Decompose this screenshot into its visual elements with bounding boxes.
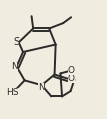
- Text: O: O: [68, 74, 75, 83]
- Text: N: N: [11, 62, 18, 71]
- Text: O: O: [68, 66, 75, 75]
- Text: S: S: [13, 37, 19, 47]
- Text: N: N: [38, 83, 45, 92]
- Text: HS: HS: [6, 88, 19, 97]
